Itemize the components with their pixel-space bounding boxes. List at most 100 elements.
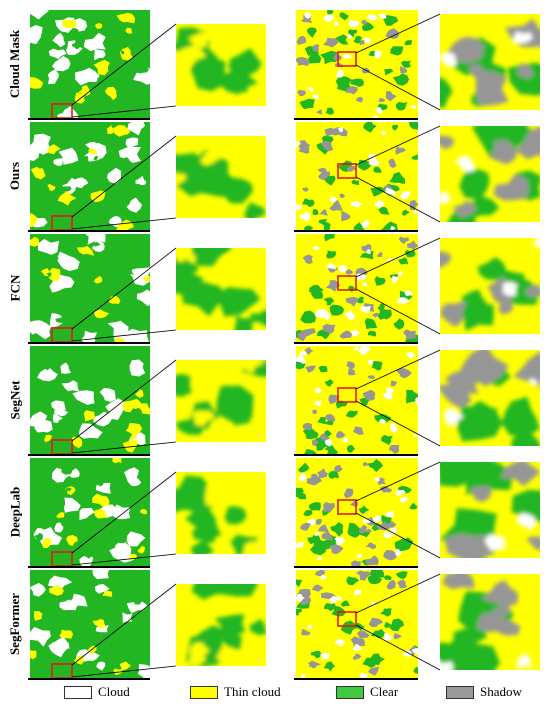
right-connector-line xyxy=(355,461,441,502)
segment-blob xyxy=(318,365,328,373)
segment-blob xyxy=(390,46,404,56)
segment-blob xyxy=(406,352,416,359)
segment-blob xyxy=(136,64,149,74)
segment-blob xyxy=(454,400,503,437)
segment-blob xyxy=(93,242,101,247)
segment-blob xyxy=(304,46,319,56)
segment-blob xyxy=(325,107,334,115)
segment-blob xyxy=(390,226,396,230)
segment-blob xyxy=(340,600,350,607)
segment-blob xyxy=(386,387,395,394)
legend-label-cloud: Cloud xyxy=(98,684,130,699)
legend-label-thin-cloud: Thin cloud xyxy=(224,684,281,699)
row-label-segformer: SegFormer xyxy=(7,592,22,656)
left-connector-line xyxy=(71,441,177,454)
segment-blob xyxy=(325,250,337,259)
segment-blob xyxy=(385,511,395,518)
zoom-blobs xyxy=(176,475,266,554)
segment-blob xyxy=(188,32,211,49)
segment-blob xyxy=(30,583,46,597)
segment-blob xyxy=(345,269,354,275)
panel-content xyxy=(30,346,150,454)
zoom-blobs xyxy=(186,584,266,666)
segment-blob xyxy=(358,505,370,514)
segment-blob xyxy=(304,347,314,355)
segment-blob xyxy=(61,19,77,29)
right-scene-panel xyxy=(296,458,418,566)
left-zoom-panel xyxy=(176,360,266,442)
segment-blob xyxy=(343,54,352,59)
segment-blob xyxy=(372,515,382,523)
segment-blob xyxy=(345,86,358,95)
segment-blob xyxy=(368,666,380,676)
segment-blob xyxy=(46,144,61,155)
segment-blob xyxy=(225,143,246,158)
segment-blob xyxy=(525,536,540,551)
segment-blob xyxy=(66,487,72,492)
zoom-content xyxy=(176,584,266,666)
left-connector-line xyxy=(71,247,177,330)
segment-blob xyxy=(385,187,396,196)
segment-blob xyxy=(311,584,324,592)
segment-blob xyxy=(48,48,67,60)
segment-blob xyxy=(61,186,72,192)
right-connector-line xyxy=(355,400,441,447)
segment-blob xyxy=(176,152,203,181)
segment-blob xyxy=(51,619,60,625)
segment-blob xyxy=(299,522,312,531)
segment-blob xyxy=(52,414,63,424)
row-label-fcn: FCN xyxy=(7,274,22,302)
segment-blob xyxy=(138,663,150,678)
zoom-content xyxy=(440,574,540,670)
segment-blob xyxy=(125,423,143,436)
left-connector-line xyxy=(71,135,177,218)
segment-blob xyxy=(370,630,385,639)
segment-blob xyxy=(308,502,321,511)
segment-blob xyxy=(100,647,109,653)
segment-blob xyxy=(339,265,347,273)
segment-blob xyxy=(54,637,70,649)
segment-blob xyxy=(348,522,361,533)
segment-blob xyxy=(190,56,226,92)
segment-blob xyxy=(377,477,386,485)
segment-blob xyxy=(380,608,392,617)
segment-blob xyxy=(312,209,319,216)
segment-blob xyxy=(333,21,340,26)
segment-blob xyxy=(386,521,397,530)
segment-blob xyxy=(397,297,410,304)
segment-blob xyxy=(330,522,344,537)
segment-blob xyxy=(56,251,80,272)
segment-blob xyxy=(315,518,322,525)
right-zoom-panel xyxy=(440,14,540,110)
legend-swatch-cloud xyxy=(64,685,92,699)
segment-blob xyxy=(345,410,358,418)
segment-blob xyxy=(319,574,327,580)
segment-blob xyxy=(185,509,222,538)
segment-blob xyxy=(320,50,338,65)
segment-blob xyxy=(299,211,310,222)
segment-blob xyxy=(388,444,399,454)
segment-blob xyxy=(297,493,306,500)
legend-item-thin-cloud: Thin cloud xyxy=(190,684,281,700)
segment-blob xyxy=(393,318,405,330)
segment-blob xyxy=(440,77,453,109)
segment-blob xyxy=(411,105,416,109)
segment-blob xyxy=(93,477,104,487)
segment-blob xyxy=(303,510,313,517)
segment-blob xyxy=(47,183,56,191)
segment-blob xyxy=(30,25,43,45)
segment-blob xyxy=(336,595,343,601)
left-zoom-panel xyxy=(176,472,266,554)
segment-blob xyxy=(383,68,394,76)
segment-blob xyxy=(404,40,413,46)
segment-blob xyxy=(308,660,322,669)
segment-blob xyxy=(493,173,530,201)
segment-blob xyxy=(296,204,302,211)
segment-blob xyxy=(399,66,407,74)
segment-blob xyxy=(219,63,250,95)
segment-blob xyxy=(142,275,150,282)
segment-blob xyxy=(124,467,139,482)
segment-blob xyxy=(323,602,336,612)
segment-blob xyxy=(176,45,207,67)
segment-blob xyxy=(312,246,320,251)
